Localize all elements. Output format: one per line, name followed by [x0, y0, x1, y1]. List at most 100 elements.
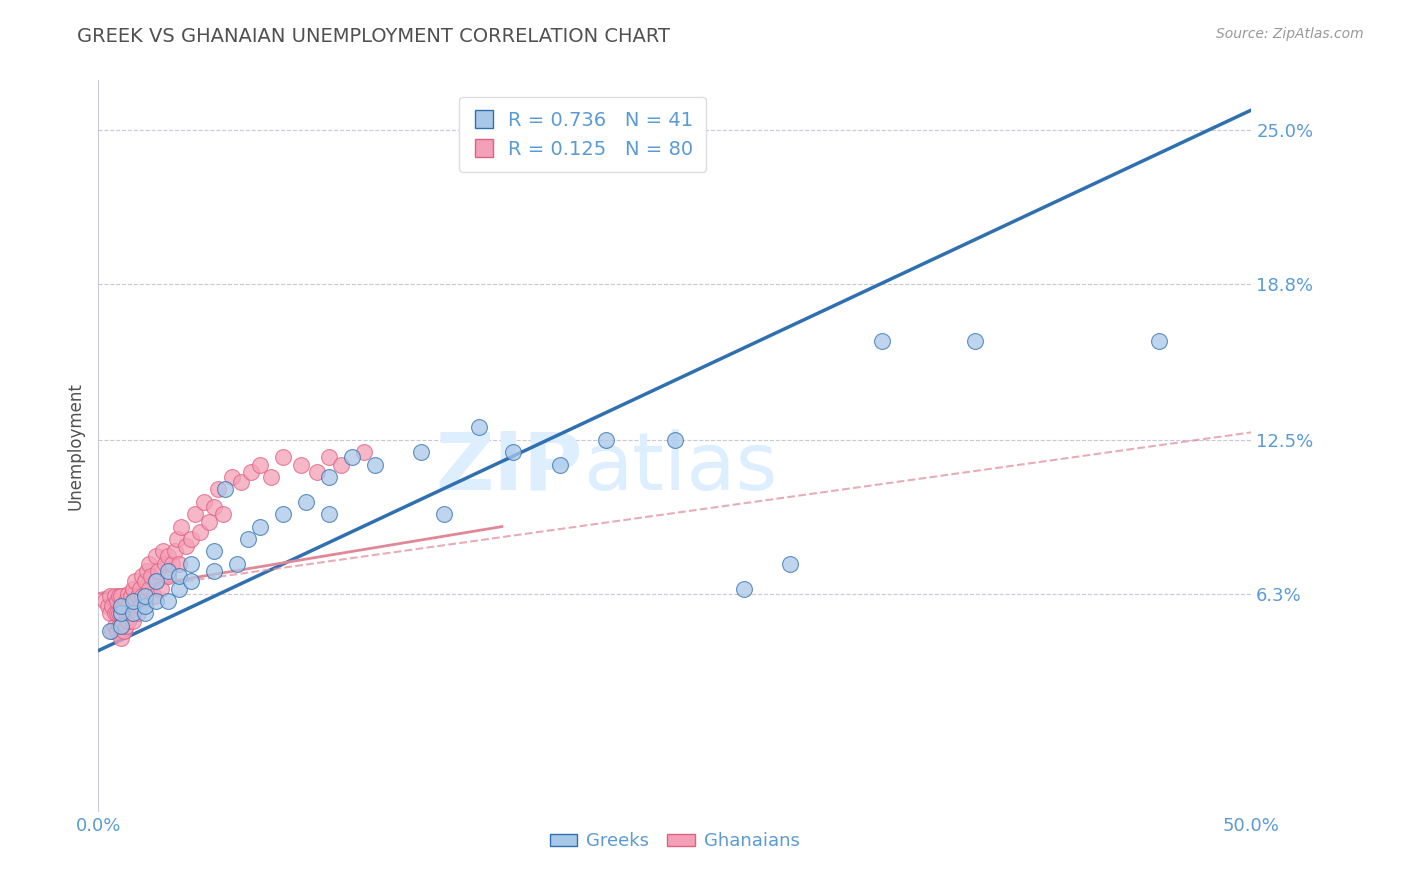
Point [239, 465, 262, 479]
Point [595, 433, 617, 447]
Point [231, 475, 253, 489]
Point [318, 450, 340, 465]
Point [145, 549, 167, 564]
Legend: Greeks, Ghanaians: Greeks, Ghanaians [543, 825, 807, 857]
Point [101, 599, 124, 613]
Point [117, 614, 139, 628]
Point [98, 607, 121, 621]
Point [120, 589, 142, 603]
Point [115, 607, 138, 621]
Point [141, 569, 163, 583]
Point [963, 334, 986, 348]
Point [156, 594, 179, 608]
Point [112, 599, 135, 613]
Point [238, 532, 260, 546]
Point [149, 582, 172, 596]
Point [110, 619, 132, 633]
Point [122, 614, 145, 628]
Point [110, 631, 132, 645]
Point [152, 544, 174, 558]
Point [156, 564, 179, 578]
Point [664, 433, 686, 447]
Point [110, 589, 132, 603]
Point [145, 574, 167, 588]
Point [340, 450, 363, 465]
Text: ZIP: ZIP [436, 429, 582, 507]
Point [167, 582, 190, 596]
Point [142, 589, 165, 603]
Point [134, 607, 156, 621]
Point [148, 564, 170, 578]
Point [433, 507, 456, 521]
Point [135, 564, 157, 578]
Point [112, 624, 135, 638]
Point [167, 557, 190, 571]
Point [290, 458, 312, 472]
Point [127, 607, 149, 621]
Point [103, 607, 125, 621]
Point [122, 594, 145, 608]
Point [156, 569, 179, 583]
Point [122, 599, 145, 613]
Point [163, 544, 186, 558]
Point [225, 557, 247, 571]
Text: atlas: atlas [582, 429, 778, 507]
Point [108, 619, 131, 633]
Point [160, 557, 183, 571]
Point [110, 619, 132, 633]
Point [131, 569, 153, 583]
Point [110, 599, 132, 613]
Point [122, 607, 145, 621]
Point [260, 470, 283, 484]
Point [167, 569, 190, 583]
Point [212, 507, 235, 521]
Point [145, 574, 167, 588]
Point [174, 540, 197, 554]
Point [202, 500, 225, 514]
Point [124, 594, 146, 608]
Y-axis label: Unemployment: Unemployment [66, 382, 84, 510]
Point [779, 557, 801, 571]
Point [1147, 334, 1170, 348]
Point [502, 445, 524, 459]
Point [134, 574, 156, 588]
Point [105, 594, 128, 608]
Point [129, 582, 152, 596]
Point [117, 599, 139, 613]
Point [202, 544, 225, 558]
Point [101, 624, 124, 638]
Point [193, 495, 215, 509]
Point [103, 589, 125, 603]
Point [198, 515, 221, 529]
Point [97, 599, 120, 613]
Point [188, 524, 211, 539]
Point [110, 607, 132, 621]
Point [214, 483, 236, 497]
Point [94, 594, 117, 608]
Point [145, 594, 167, 608]
Point [207, 483, 229, 497]
Point [170, 519, 193, 533]
Point [129, 599, 152, 613]
Point [122, 582, 145, 596]
Point [127, 589, 149, 603]
Point [307, 465, 329, 479]
Point [138, 582, 160, 596]
Point [156, 549, 179, 564]
Point [105, 624, 128, 638]
Point [318, 507, 340, 521]
Point [131, 589, 153, 603]
Point [318, 470, 340, 484]
Point [364, 458, 387, 472]
Point [155, 557, 177, 571]
Point [468, 420, 491, 434]
Point [103, 619, 125, 633]
Point [295, 495, 318, 509]
Point [180, 574, 202, 588]
Point [353, 445, 375, 459]
Point [134, 599, 156, 613]
Text: GREEK VS GHANAIAN UNEMPLOYMENT CORRELATION CHART: GREEK VS GHANAIAN UNEMPLOYMENT CORRELATI… [77, 27, 671, 45]
Point [180, 557, 202, 571]
Point [117, 586, 139, 600]
Point [166, 532, 188, 546]
